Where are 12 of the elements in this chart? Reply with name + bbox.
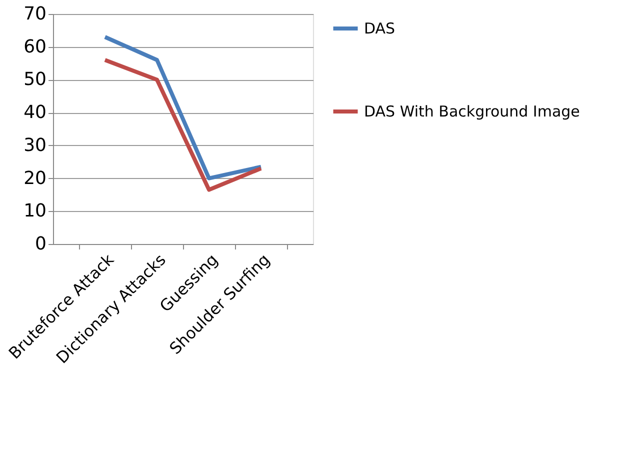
y-tick-label: 50: [24, 69, 46, 90]
line-series: [103, 58, 263, 192]
y-tick-label: 70: [24, 4, 46, 24]
y-tick-label: 0: [35, 234, 46, 254]
legend-label: DAS With Background Image: [364, 102, 580, 120]
y-tick-label: 60: [24, 36, 46, 58]
y-tick-label: 20: [24, 168, 46, 189]
y-tick-label: 40: [24, 102, 46, 124]
line-series: [103, 35, 263, 180]
legend-label: DAS: [364, 20, 396, 38]
y-tick-label: 30: [24, 134, 46, 156]
y-tick-label: 10: [24, 200, 46, 222]
